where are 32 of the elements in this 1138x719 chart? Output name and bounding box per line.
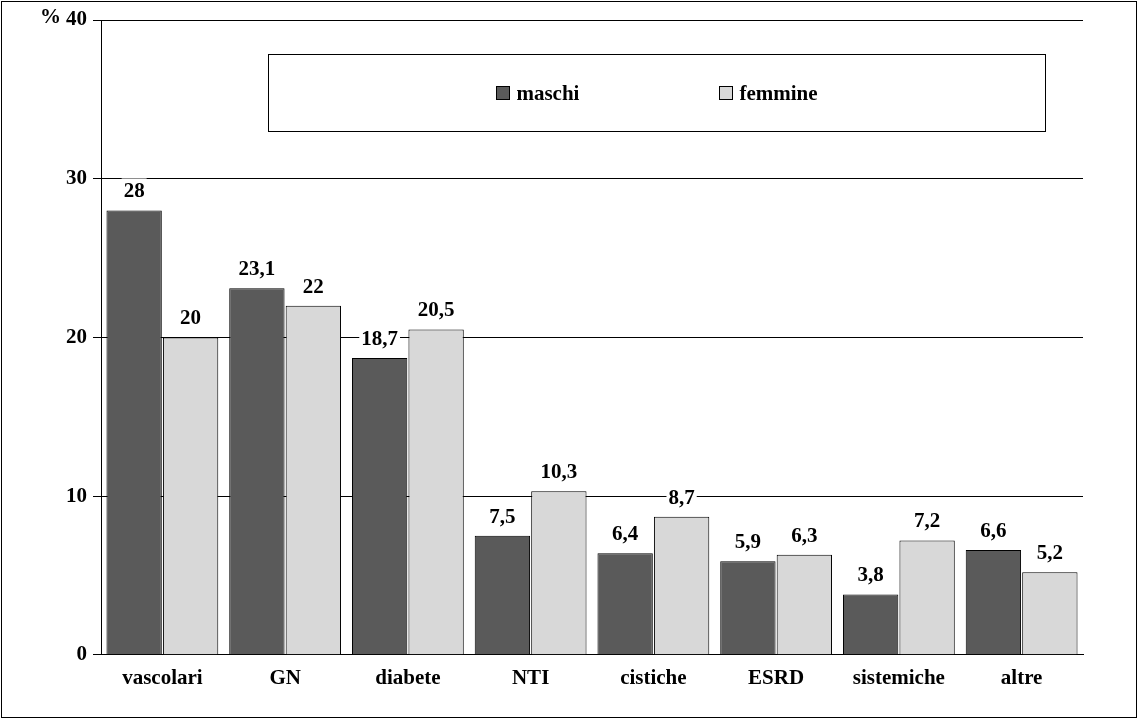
data-label: 20 [180, 305, 202, 330]
data-label: 6,4 [612, 521, 639, 546]
x-tick-label: cistiche [620, 664, 687, 689]
y-tick-label: 30 [66, 165, 87, 190]
y-tick-label: 0 [76, 641, 87, 666]
data-label: 18,7 [361, 325, 399, 350]
x-tick-label: vascolari [122, 664, 203, 689]
x-tick-label: ESRD [748, 664, 805, 689]
y-axis-title: % [40, 4, 61, 29]
data-label: 22 [302, 273, 324, 298]
x-tick-label: diabete [375, 664, 441, 689]
legend-label: femmine [739, 80, 818, 106]
data-label: 10,3 [540, 459, 578, 484]
x-tick-label: sistemiche [852, 664, 945, 689]
data-label: 7,5 [489, 503, 516, 528]
y-tick-label: 10 [66, 482, 87, 507]
data-label: 5,9 [734, 529, 762, 554]
x-tick-label: altre [1000, 664, 1043, 689]
x-tick-label: NTI [511, 664, 550, 689]
y-tick-label: 20 [66, 323, 87, 348]
y-tick-label: 40 [66, 6, 87, 31]
data-label: 5,2 [1036, 540, 1063, 565]
data-label: 6,3 [791, 522, 818, 547]
data-label: 7,2 [913, 508, 941, 533]
data-label: 3,8 [857, 562, 884, 587]
x-tick-label: GN [269, 664, 301, 689]
data-label: 8,7 [668, 484, 695, 509]
data-label: 28 [123, 178, 145, 203]
data-label: 20,5 [417, 297, 455, 322]
legend-label: maschi [516, 80, 580, 106]
data-label: 23,1 [238, 256, 276, 281]
data-label: 6,6 [980, 517, 1007, 542]
